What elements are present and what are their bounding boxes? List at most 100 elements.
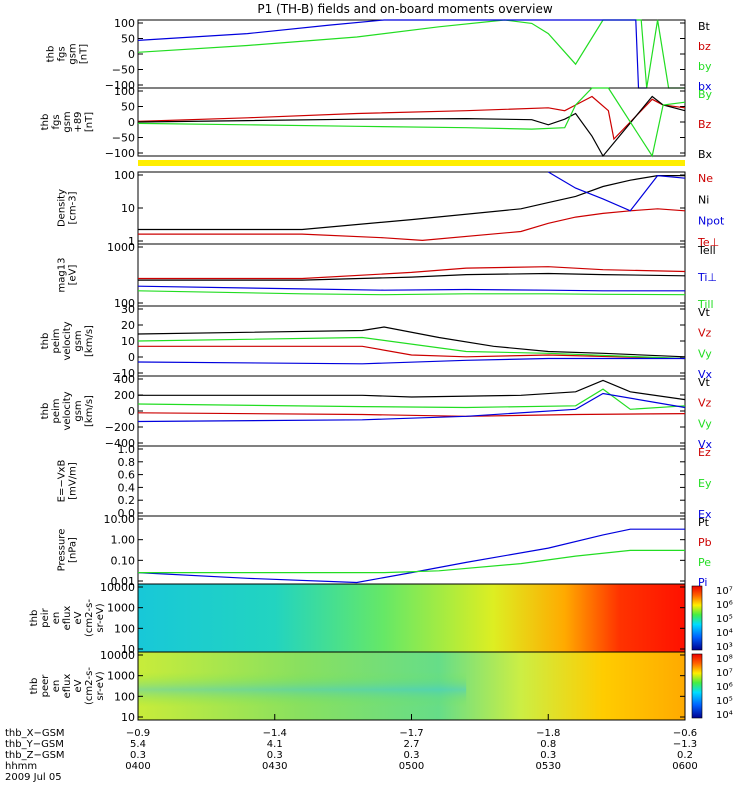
- legend-item: Tell: [697, 244, 716, 257]
- y-axis-label: [nPa]: [68, 537, 79, 563]
- y-tick-label: 50: [121, 33, 135, 46]
- y-tick-label: 0.8: [118, 456, 136, 469]
- y-tick-label: 10: [121, 335, 135, 348]
- legend-item: Ni: [698, 193, 709, 206]
- y-tick-label: −400: [105, 437, 135, 450]
- y-axis-label: en: [51, 612, 62, 625]
- colorbar: [691, 653, 703, 719]
- legend-item: by: [698, 60, 712, 73]
- y-tick-label: 20: [121, 319, 135, 332]
- y-axis-label: peim: [51, 398, 62, 423]
- colorbar-label: 10⁸: [716, 654, 733, 665]
- legend-item: Till: [697, 298, 714, 311]
- y-tick-label: 0: [128, 351, 135, 364]
- y-axis-label: mag13: [57, 258, 68, 293]
- y-axis-label: +89: [73, 111, 84, 132]
- panel-5: 30 20 10 0 −10 thb peim velocity gsm [km/s] Vt Vz Vy…: [40, 303, 713, 381]
- y-tick-label: 0: [128, 48, 135, 61]
- y-axis-label: Density: [57, 189, 68, 227]
- series-Vz: [138, 345, 686, 360]
- y-axis-label: [eV]: [68, 265, 79, 286]
- legend-item: Bx: [698, 148, 713, 161]
- panel-8: 10.00 1.00 0.10 0.01 Pressure [nPa] Pt Pb Pe Pi: [57, 513, 712, 589]
- y-tick-label: 0.2: [118, 494, 136, 507]
- legend-item: bz: [698, 40, 711, 53]
- colorbar: [691, 585, 703, 651]
- y-axis-label: [cm-3]: [68, 191, 79, 224]
- series-Ne: [138, 208, 686, 242]
- legend-item: Vx: [698, 368, 713, 381]
- series-Vx: [137, 392, 686, 423]
- y-axis-label: thb: [29, 678, 40, 695]
- x-tick-label: 2.7: [404, 739, 420, 750]
- y-axis-label: [km/s]: [84, 325, 95, 357]
- series-Ni: [138, 175, 685, 231]
- y-tick-label: −10: [112, 367, 135, 380]
- series-Bz: [137, 95, 686, 141]
- panel-2: 100 50 0 −50 −100 thb fgs gsm +89 [nT] By Bz Bx: [40, 85, 713, 161]
- y-axis-label: E=−VxB: [57, 460, 68, 503]
- y-axis-label: eflux: [62, 674, 73, 699]
- x-tick-label: −0.9: [126, 728, 150, 739]
- y-tick-label: 0.01: [111, 575, 136, 588]
- x-tick-label: 0.3: [404, 750, 420, 761]
- colorbar-label: 10⁷: [716, 668, 733, 679]
- x-tick-label: −0.6: [673, 728, 697, 739]
- panel-3: 100 10 1 Density [cm-3] Ne Ni Npot Te⊥: [57, 169, 725, 249]
- legend-item: Vy: [698, 347, 712, 360]
- x-tick-label: 5.4: [130, 739, 146, 750]
- y-tick-label: 100: [114, 297, 135, 310]
- series-By: [137, 87, 686, 158]
- y-tick-label: 1000: [107, 670, 135, 683]
- y-tick-label: 100: [114, 622, 135, 635]
- y-axis-label: en: [51, 680, 62, 693]
- legend-item: bx: [698, 80, 712, 93]
- x-tick-label: 0500: [399, 761, 424, 772]
- legend-item: Vz: [698, 397, 712, 410]
- series-Pe: [138, 549, 685, 574]
- series-Vy: [137, 388, 686, 410]
- panel-4: 1000 100 mag13 [eV] Tell Ti⊥ Till: [57, 241, 718, 311]
- legend-item: Ti⊥: [697, 271, 717, 284]
- y-tick-label: 30: [121, 303, 135, 316]
- panel-frame: [137, 445, 686, 517]
- series-Till: [137, 290, 686, 296]
- legend-item: Ne: [698, 172, 713, 185]
- y-tick-label: 1.00: [111, 534, 136, 547]
- colorbar-label: 10⁴: [716, 710, 733, 721]
- panel-frame: [137, 515, 686, 585]
- colorbar-label: 10⁶: [716, 600, 733, 611]
- legend-item: Vt: [698, 306, 711, 319]
- legend-item: Vz: [698, 327, 712, 340]
- y-tick-label: 1: [128, 235, 135, 248]
- y-tick-label: 1000: [107, 241, 135, 254]
- x-row-label: thb_Z−GSM: [5, 750, 65, 761]
- x-row-label: thb_Y−GSM: [5, 739, 64, 750]
- legend-item: Te⊥: [697, 236, 719, 249]
- y-axis-label: fgs: [57, 46, 68, 61]
- y-axis-label: gsm: [62, 111, 73, 132]
- x-row-label: thb_X−GSM: [5, 728, 65, 739]
- y-tick-label: 100: [114, 690, 135, 703]
- x-tick-label: −1.4: [263, 728, 287, 739]
- legend-item: Ez: [698, 446, 711, 459]
- y-axis-label: velocity: [62, 321, 73, 360]
- y-tick-label: −100: [105, 79, 135, 92]
- y-axis-label: (cm2-s-: [84, 599, 95, 637]
- x-tick-label: 0400: [125, 761, 150, 772]
- y-axis-label: thb: [40, 403, 51, 420]
- y-axis-label: peir: [40, 607, 51, 627]
- y-tick-label: 100: [114, 85, 135, 98]
- y-axis-label: sr-eV): [95, 603, 106, 632]
- series-Vy: [137, 336, 686, 360]
- x-tick-label: 4.1: [267, 739, 283, 750]
- y-axis-label: gsm: [73, 400, 84, 421]
- series-Npot: [547, 171, 686, 212]
- y-tick-label: −50: [112, 132, 135, 145]
- legend-item: Bz: [698, 118, 712, 131]
- panel-9: 10⁷ 10⁶ 10⁵ 10⁴ 10³ 10000 1000 100 10 thb peir en ef…: [29, 581, 733, 656]
- spectrogram: [138, 584, 685, 652]
- y-tick-label: 0: [128, 116, 135, 129]
- yellow-bar: [138, 160, 685, 166]
- y-axis-label: [mV/m]: [68, 462, 79, 500]
